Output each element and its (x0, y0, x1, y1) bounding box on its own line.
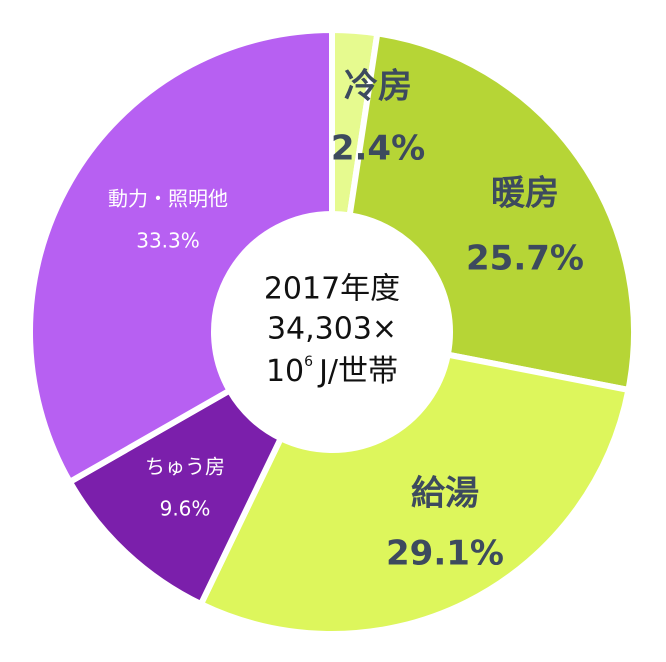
slice-label: 動力・照明他 (108, 187, 228, 211)
slice-label: 給湯 (411, 474, 479, 514)
center-line: 2017年度 (264, 272, 400, 307)
value-label: 25.7% (466, 239, 584, 279)
slice (27, 26, 335, 486)
donut-hole (214, 214, 450, 450)
slice-label: 暖房 (491, 174, 559, 214)
center-line: 106 J/世帯 (266, 354, 398, 389)
slice-label: ちゅう房 (145, 455, 225, 479)
center-line: 34,303× (267, 312, 397, 347)
value-label: 9.6% (160, 497, 211, 521)
value-label: 2.4% (331, 129, 425, 169)
slices (27, 26, 637, 637)
value-label: 33.3% (136, 229, 200, 253)
center-text: 10 (266, 354, 304, 389)
slice-label: 冷房 (344, 67, 412, 107)
labels: 冷房 2.4% 暖房 25.7% 給湯 29.1% ちゅう房 9.6% 動力・照明他 33.3% (108, 67, 584, 574)
center-exponent: 6 (304, 354, 313, 370)
center-text: J/世帯 (317, 354, 398, 389)
value-label: 29.1% (386, 534, 504, 574)
